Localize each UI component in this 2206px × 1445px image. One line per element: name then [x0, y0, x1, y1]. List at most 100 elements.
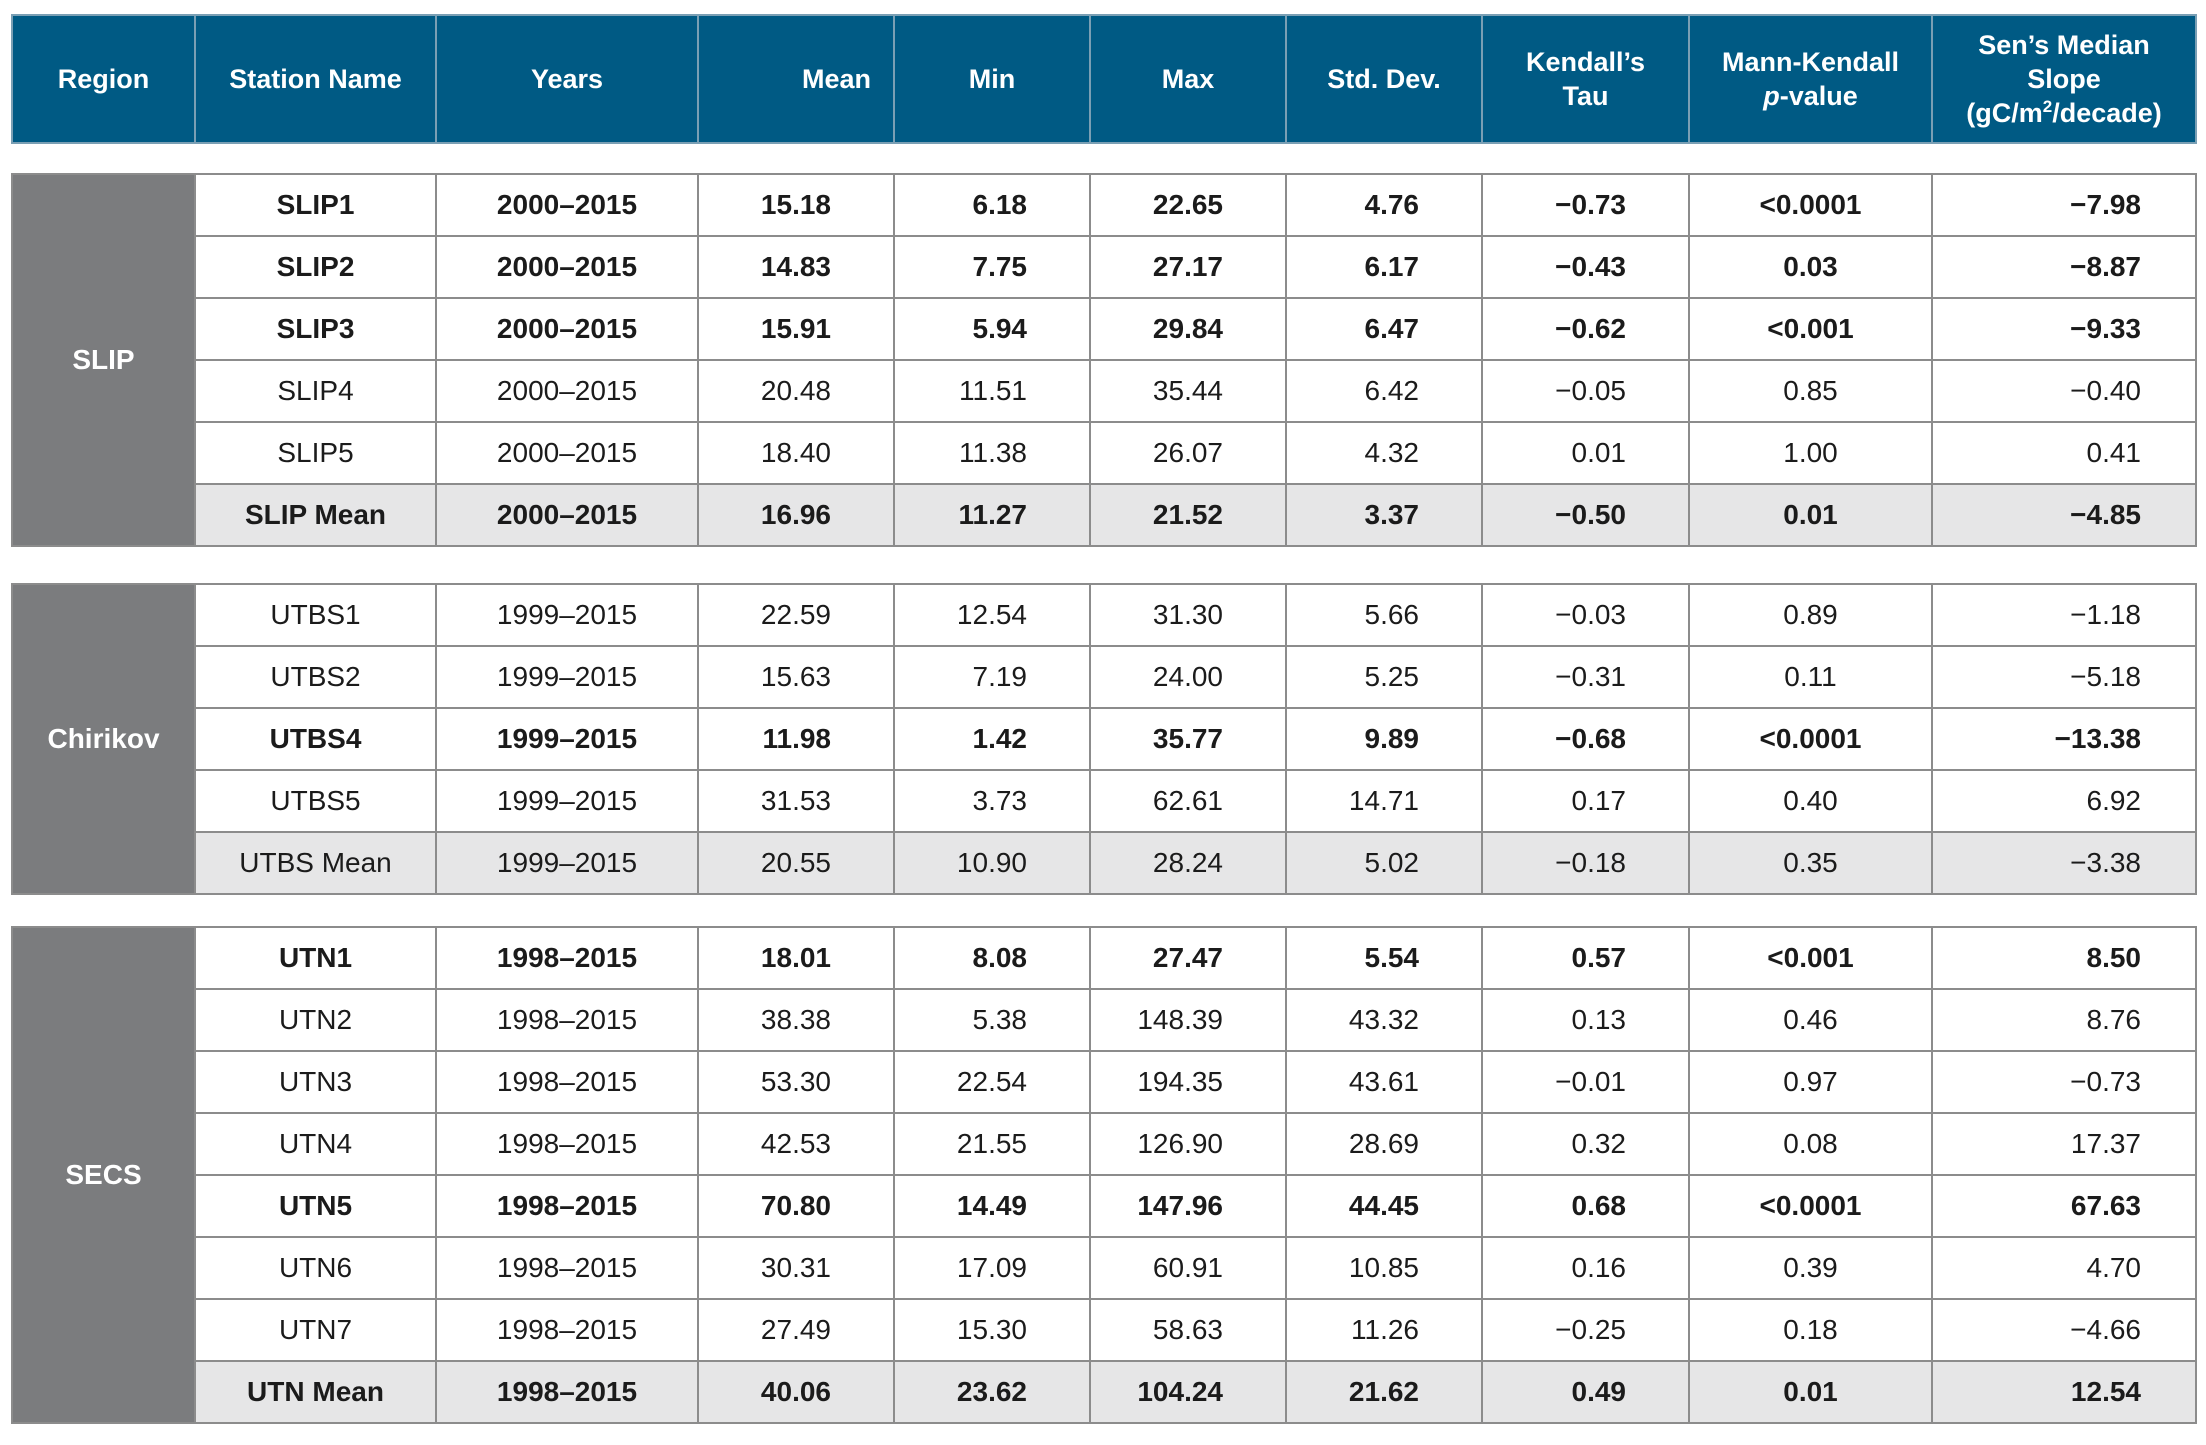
cell-years: 1998–2015: [435, 1298, 699, 1362]
table-row-summary: UTN Mean 1998–2015 40.06 23.62 104.24 21.62 0.…: [12, 1360, 2197, 1424]
cell-min: 3.73: [893, 769, 1091, 833]
table-row-summary: SLIP Mean 2000–2015 16.96 11.27 21.52 3.37 −0.…: [12, 483, 2197, 547]
cell-p-value: 0.39: [1688, 1236, 1933, 1300]
cell-kendalls-tau: −0.31: [1481, 645, 1690, 709]
cell-station: UTN5: [194, 1174, 437, 1238]
cell-years: 1999–2015: [435, 831, 699, 895]
cell-std-dev: 4.76: [1285, 173, 1483, 237]
cell-sens-slope: −1.18: [1931, 583, 2197, 647]
cell-kendalls-tau: 0.17: [1481, 769, 1690, 833]
table-row: UTN2 1998–2015 38.38 5.38 148.39 43.32 0.13 0.4…: [12, 988, 2197, 1052]
cell-station: UTN3: [194, 1050, 437, 1114]
cell-kendalls-tau: −0.25: [1481, 1298, 1690, 1362]
cell-p-value: 0.11: [1688, 645, 1933, 709]
cell-mean: 40.06: [697, 1360, 895, 1424]
cell-kendalls-tau: −0.01: [1481, 1050, 1690, 1114]
cell-mean: 16.96: [697, 483, 895, 547]
cell-std-dev: 6.47: [1285, 297, 1483, 361]
cell-mean: 42.53: [697, 1112, 895, 1176]
cell-p-value: <0.0001: [1688, 707, 1933, 771]
header-years: Years: [435, 14, 699, 144]
cell-max: 24.00: [1089, 645, 1287, 709]
cell-max: 31.30: [1089, 583, 1287, 647]
cell-p-value: 1.00: [1688, 421, 1933, 485]
cell-kendalls-tau: −0.03: [1481, 583, 1690, 647]
cell-std-dev: 5.25: [1285, 645, 1483, 709]
cell-years: 1999–2015: [435, 769, 699, 833]
cell-max: 22.65: [1089, 173, 1287, 237]
cell-sens-slope: −0.73: [1931, 1050, 2197, 1114]
cell-years: 2000–2015: [435, 359, 699, 423]
cell-max: 58.63: [1089, 1298, 1287, 1362]
cell-min: 12.54: [893, 583, 1091, 647]
cell-max: 104.24: [1089, 1360, 1287, 1424]
cell-min: 7.75: [893, 235, 1091, 299]
cell-std-dev: 43.61: [1285, 1050, 1483, 1114]
cell-p-value: 0.35: [1688, 831, 1933, 895]
cell-max: 27.17: [1089, 235, 1287, 299]
table-header: Region Station Name Years Mean Min Max S…: [11, 14, 2197, 144]
cell-years: 2000–2015: [435, 297, 699, 361]
cell-min: 7.19: [893, 645, 1091, 709]
cell-sens-slope: −3.38: [1931, 831, 2197, 895]
table-row: SLIP3 2000–2015 15.91 5.94 29.84 6.47 −0.62 <0.…: [12, 297, 2197, 361]
cell-std-dev: 4.32: [1285, 421, 1483, 485]
cell-p-value: 0.01: [1688, 483, 1933, 547]
cell-min: 11.27: [893, 483, 1091, 547]
cell-sens-slope: 8.76: [1931, 988, 2197, 1052]
header-max: Max: [1089, 14, 1287, 144]
cell-max: 29.84: [1089, 297, 1287, 361]
cell-kendalls-tau: 0.16: [1481, 1236, 1690, 1300]
header-min: Min: [893, 14, 1091, 144]
cell-std-dev: 14.71: [1285, 769, 1483, 833]
cell-min: 15.30: [893, 1298, 1091, 1362]
header-region: Region: [11, 14, 196, 144]
cell-p-value: <0.0001: [1688, 1174, 1933, 1238]
header-mann-kendall-line1: Mann-Kendall: [1721, 47, 1899, 77]
cell-p-value: 0.40: [1688, 769, 1933, 833]
cell-sens-slope: −0.40: [1931, 359, 2197, 423]
cell-p-value: 0.03: [1688, 235, 1933, 299]
cell-station: SLIP2: [194, 235, 437, 299]
cell-years: 1998–2015: [435, 1236, 699, 1300]
cell-min: 23.62: [893, 1360, 1091, 1424]
header-mann-kendall-line2: -value: [1779, 81, 1858, 111]
cell-station: UTN4: [194, 1112, 437, 1176]
cell-std-dev: 11.26: [1285, 1298, 1483, 1362]
cell-mean: 30.31: [697, 1236, 895, 1300]
cell-max: 194.35: [1089, 1050, 1287, 1114]
cell-min: 11.38: [893, 421, 1091, 485]
cell-min: 11.51: [893, 359, 1091, 423]
cell-mean: 15.91: [697, 297, 895, 361]
region-group-slip: SLIP SLIP1 2000–2015 15.18 6.18 22.65 4.76 −0.7…: [11, 173, 2197, 547]
cell-kendalls-tau: 0.01: [1481, 421, 1690, 485]
cell-station: UTBS1: [194, 583, 437, 647]
cell-sens-slope: −4.85: [1931, 483, 2197, 547]
cell-min: 17.09: [893, 1236, 1091, 1300]
cell-mean: 20.48: [697, 359, 895, 423]
cell-std-dev: 6.17: [1285, 235, 1483, 299]
cell-std-dev: 10.85: [1285, 1236, 1483, 1300]
cell-sens-slope: −5.18: [1931, 645, 2197, 709]
cell-mean: 53.30: [697, 1050, 895, 1114]
cell-p-value: <0.001: [1688, 926, 1933, 990]
cell-kendalls-tau: −0.43: [1481, 235, 1690, 299]
region-label: SECS: [11, 926, 196, 1424]
header-p-italic: p: [1763, 81, 1780, 111]
cell-p-value: 0.08: [1688, 1112, 1933, 1176]
cell-sens-slope: −7.98: [1931, 173, 2197, 237]
header-sen-line3b: /decade): [2052, 98, 2162, 128]
cell-station: UTBS2: [194, 645, 437, 709]
cell-max: 28.24: [1089, 831, 1287, 895]
cell-mean: 18.01: [697, 926, 895, 990]
cell-years: 1998–2015: [435, 1360, 699, 1424]
cell-std-dev: 5.02: [1285, 831, 1483, 895]
cell-station: SLIP1: [194, 173, 437, 237]
table-row: SECS UTN1 1998–2015 18.01 8.08 27.47 5.54 0.57 <…: [11, 926, 2197, 1424]
cell-min: 21.55: [893, 1112, 1091, 1176]
cell-p-value: 0.85: [1688, 359, 1933, 423]
cell-sens-slope: 17.37: [1931, 1112, 2197, 1176]
table-row: Chirikov UTBS1 1999–2015 22.59 12.54 31.30 5.6…: [11, 583, 2197, 895]
cell-station: UTN2: [194, 988, 437, 1052]
cell-sens-slope: 67.63: [1931, 1174, 2197, 1238]
